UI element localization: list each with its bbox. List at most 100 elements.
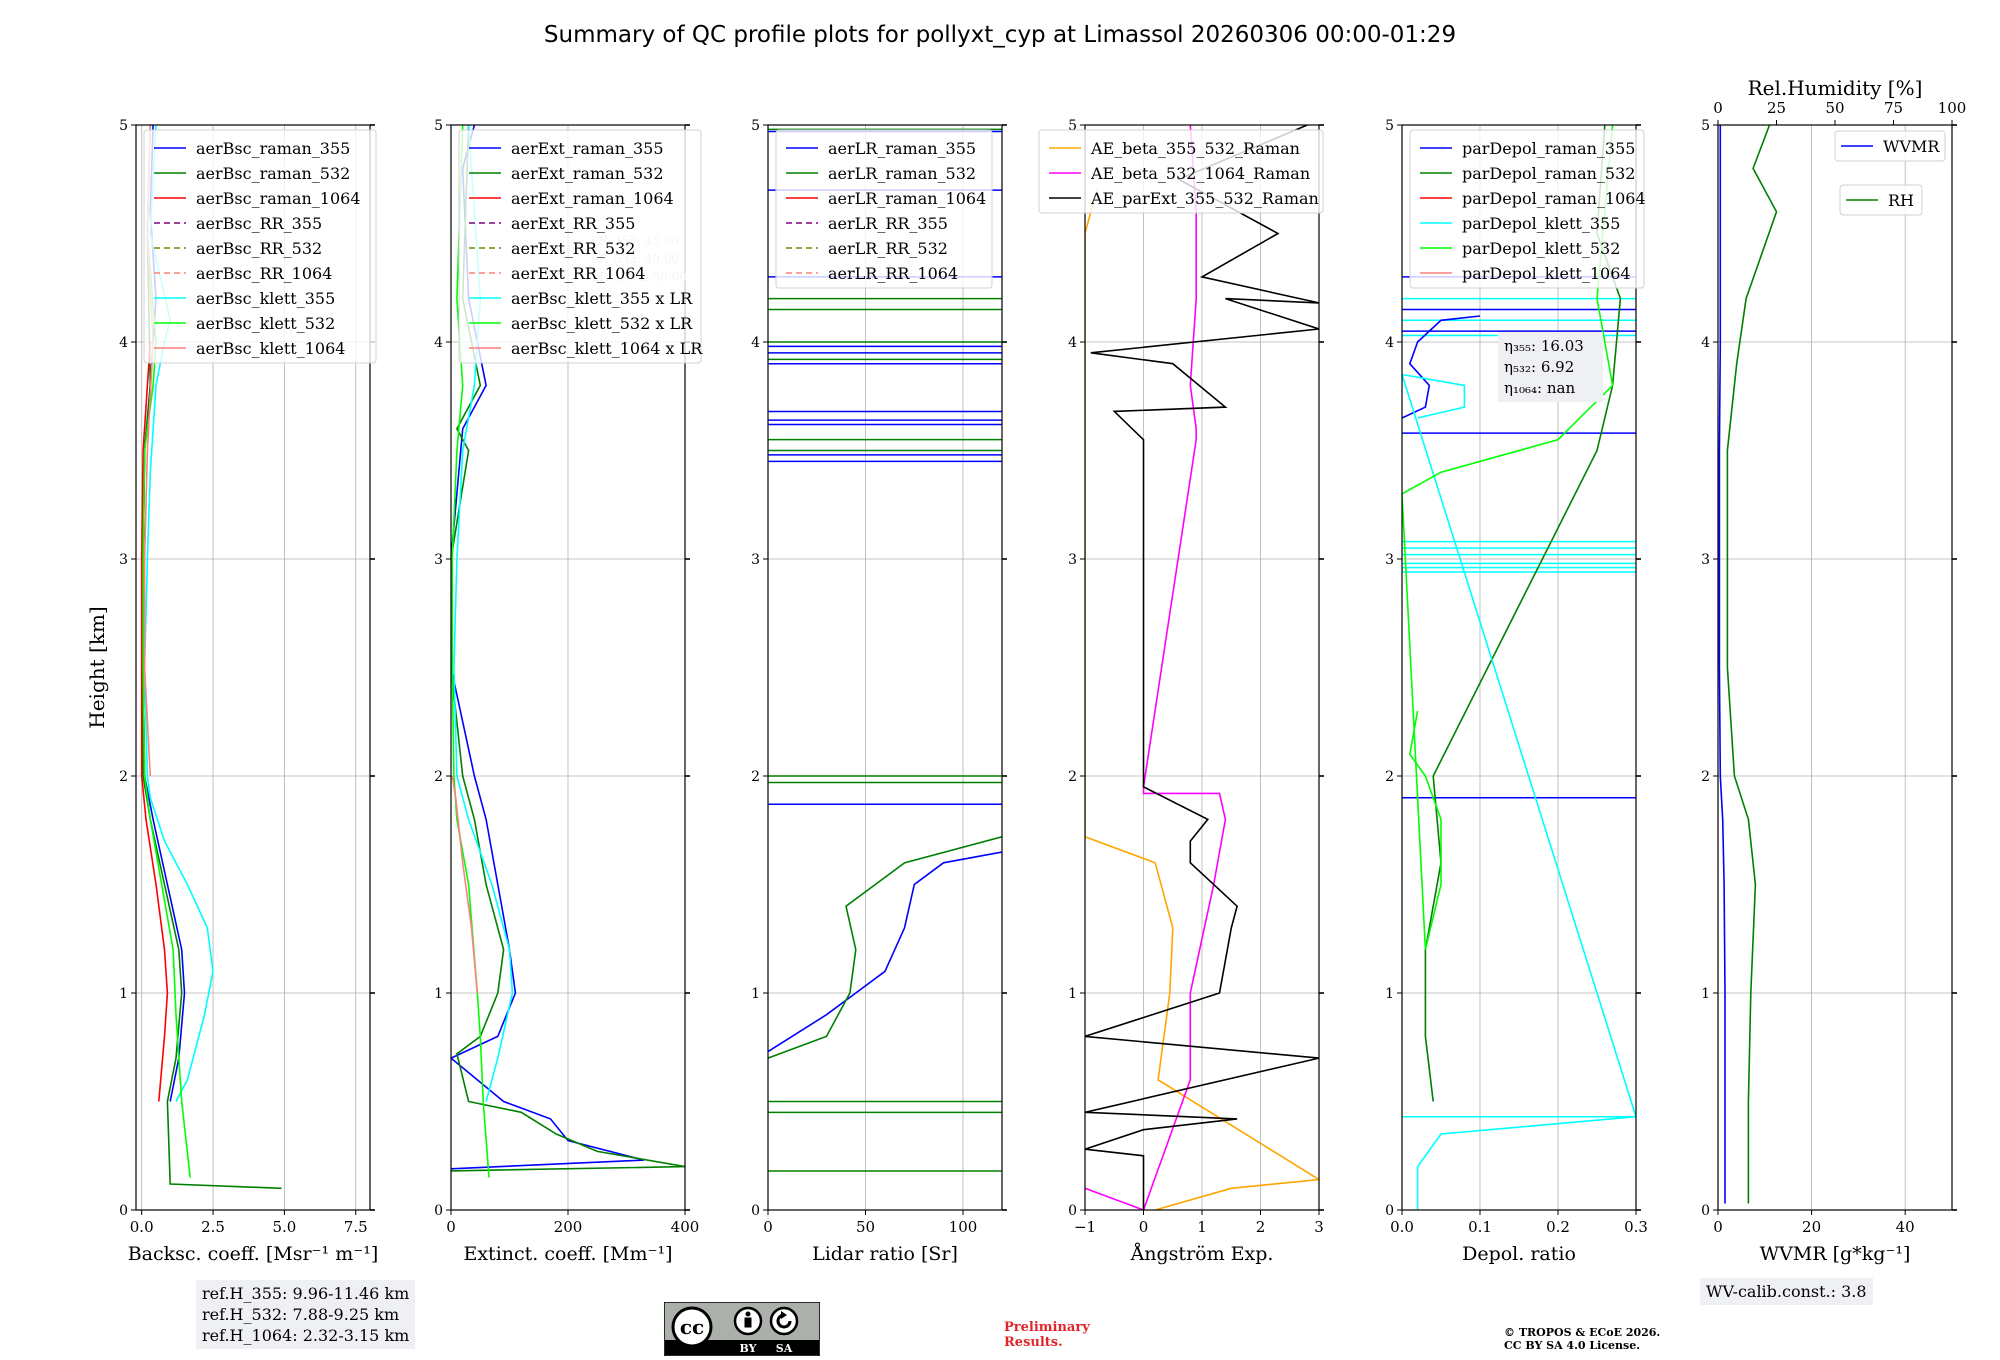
- x-axis-label: WVMR [g*kg⁻¹]: [1760, 1243, 1911, 1265]
- copyright-notice: © TROPOS & ECoE 2026. CC BY SA 4.0 Licen…: [1504, 1326, 1660, 1352]
- y-tick-label: 0: [1385, 1203, 1394, 1219]
- x-tick-label: 100: [949, 1218, 978, 1236]
- x-tick-label: 5.0: [272, 1218, 296, 1236]
- legend-label-aerBsc_raman_532: aerBsc_raman_532: [196, 164, 350, 183]
- y-tick-label: 5: [1385, 118, 1394, 134]
- x-axis-label: Extinct. coeff. [Mm⁻¹]: [463, 1243, 672, 1265]
- y-tick-label: 4: [434, 335, 443, 351]
- series-aerBsc_raman_1064: [140, 341, 169, 1102]
- y-tick-label: 5: [1701, 118, 1710, 134]
- ref-height-1064: ref.H_1064: 2.32-3.15 km: [202, 1326, 410, 1345]
- legend-box: [1409, 129, 1645, 289]
- y-tick-label: 4: [1385, 335, 1394, 351]
- x-tick-label: −1: [1074, 1218, 1096, 1236]
- legend-box: [775, 129, 993, 289]
- ref-height-532: ref.H_532: 7.88-9.25 km: [202, 1305, 400, 1324]
- x-axis-label: Depol. ratio: [1462, 1243, 1576, 1265]
- eta-532: η₅₃₂: 6.92: [1504, 358, 1574, 376]
- y-tick-label: 1: [1701, 986, 1710, 1002]
- legend-label-AE_beta_355_532_Raman: AE_beta_355_532_Raman: [1090, 139, 1300, 158]
- legend-label-aerLR_RR_355: aerLR_RR_355: [828, 214, 948, 233]
- y-tick-label: 4: [1068, 335, 1077, 351]
- legend-box: [1834, 130, 1946, 162]
- y-tick-label: 0: [434, 1203, 443, 1219]
- legend-label-aerBsc_RR_355: aerBsc_RR_355: [196, 214, 322, 233]
- x-axis-label: Ångström Exp.: [1130, 1243, 1274, 1265]
- legend-label-aerExt_RR_532: aerExt_RR_532: [511, 239, 635, 258]
- legend-label-aerLR_raman_1064: aerLR_raman_1064: [828, 189, 986, 208]
- x-tick-label: 200: [554, 1218, 583, 1236]
- legend-label-aerExt_RR_355: aerExt_RR_355: [511, 214, 635, 233]
- panel-wvmr: 0 20 40 0 1 2 3 4 5 WVMR [g*kg⁻¹] 0 25 50 75 100 Rel.Hu…: [1701, 76, 1966, 1265]
- series-WVMR: [1718, 125, 1726, 1204]
- series-aerLR_raman_355: [768, 851, 1002, 1053]
- y-tick-label: 3: [751, 552, 760, 568]
- preliminary-line-2: Results.: [1004, 1335, 1063, 1350]
- y-tick-label: 1: [1068, 986, 1077, 1002]
- series-aerBsc_klett_532 x LR: [451, 125, 490, 1178]
- series-parDepol_klett_355: [1402, 373, 1636, 1210]
- y-tick-label: 3: [1385, 552, 1394, 568]
- y-tick-label: 5: [119, 118, 128, 134]
- legend-label-WVMR: WVMR: [1883, 137, 1940, 156]
- legend-label-aerLR_RR_1064: aerLR_RR_1064: [828, 264, 958, 283]
- x-tick-label: 7.5: [344, 1218, 368, 1236]
- copyright-line-2: CC BY SA 4.0 License.: [1504, 1339, 1641, 1352]
- figure-title: Summary of QC profile plots for pollyxt_…: [543, 22, 1457, 48]
- y-tick-label: 5: [1068, 118, 1077, 134]
- copyright-line-1: © TROPOS & ECoE 2026.: [1504, 1326, 1661, 1339]
- axes-frame: [1401, 124, 1637, 1211]
- x-tick-label: 20: [1802, 1218, 1821, 1236]
- y-tick-label: 4: [119, 335, 128, 351]
- x-tick-label: 0.1: [1468, 1218, 1492, 1236]
- legend-label-aerBsc_RR_532: aerBsc_RR_532: [196, 239, 322, 258]
- cc-sa-label: SA: [776, 1342, 793, 1355]
- x-tick-label: 0.2: [1546, 1218, 1570, 1236]
- legend-label-aerExt_raman_355: aerExt_raman_355: [511, 139, 664, 158]
- legend-label-parDepol_klett_532: parDepol_klett_532: [1462, 239, 1620, 258]
- series-AE_parExt_355_532_Raman: [1085, 125, 1319, 1210]
- y-tick-label: 3: [1701, 552, 1710, 568]
- y-axis-label: Height [km]: [85, 606, 109, 728]
- preliminary-notice: Preliminary Results.: [1004, 1320, 1090, 1350]
- legend-label-aerBsc_RR_1064: aerBsc_RR_1064: [196, 264, 332, 283]
- legend-label-AE_parExt_355_532_Raman: AE_parExt_355_532_Raman: [1090, 189, 1319, 208]
- axes-frame: [135, 124, 371, 1211]
- y-tick-label: 2: [119, 769, 128, 785]
- legend-label-aerBsc_raman_1064: aerBsc_raman_1064: [196, 189, 361, 208]
- top-x-tick-label: 0: [1713, 99, 1723, 117]
- y-tick-label: 1: [751, 986, 760, 1002]
- legend-label-AE_beta_532_1064_Raman: AE_beta_532_1064_Raman: [1090, 164, 1310, 183]
- legend-label-RH: RH: [1888, 191, 1914, 210]
- y-tick-label: 1: [434, 986, 443, 1002]
- top-x-tick-label: 25: [1767, 99, 1786, 117]
- legend-label-parDepol_raman_532: parDepol_raman_532: [1462, 164, 1635, 183]
- legend-label-aerBsc_klett_1064: aerBsc_klett_1064: [196, 339, 345, 358]
- x-axis-label: Backsc. coeff. [Msr⁻¹ m⁻¹]: [128, 1243, 379, 1265]
- reference-height-box: ref.H_355: 9.96-11.46 km ref.H_532: 7.88…: [196, 1280, 416, 1349]
- x-axis-label: Lidar ratio [Sr]: [812, 1243, 958, 1265]
- x-tick-label: 50: [856, 1218, 875, 1236]
- top-x-axis-label: Rel.Humidity [%]: [1748, 76, 1923, 100]
- x-tick-label: 40: [1896, 1218, 1915, 1236]
- legend-label-aerBsc_klett_532: aerBsc_klett_532: [196, 314, 335, 333]
- top-x-tick-label: 100: [1938, 99, 1967, 117]
- cc-by-sa-logo: cc BY SA: [663, 1301, 821, 1360]
- legend-label-parDepol_klett_355: parDepol_klett_355: [1462, 214, 1620, 233]
- eta-1064: η₁₀₆₄: nan: [1504, 379, 1575, 397]
- x-tick-label: 2: [1256, 1218, 1266, 1236]
- series-AE_beta_355_532_Raman: [1085, 189, 1319, 1210]
- y-tick-label: 0: [119, 1203, 128, 1219]
- legend-label-aerBsc_klett_532 x LR: aerBsc_klett_532 x LR: [511, 314, 693, 333]
- panel-depol: 0.0 0.1 0.2 0.3 0 1 2 3 4 5 Depol. ratio η₃₅₅: 16.0…: [1385, 118, 1648, 1265]
- y-tick-label: 1: [1385, 986, 1394, 1002]
- y-tick-label: 1: [119, 986, 128, 1002]
- plot-area-wvmr: [1718, 125, 1778, 1204]
- legend-box: [458, 129, 702, 364]
- x-tick-label: 0.0: [1390, 1218, 1414, 1236]
- legend-label-aerLR_RR_532: aerLR_RR_532: [828, 239, 948, 258]
- y-tick-label: 0: [1701, 1203, 1710, 1219]
